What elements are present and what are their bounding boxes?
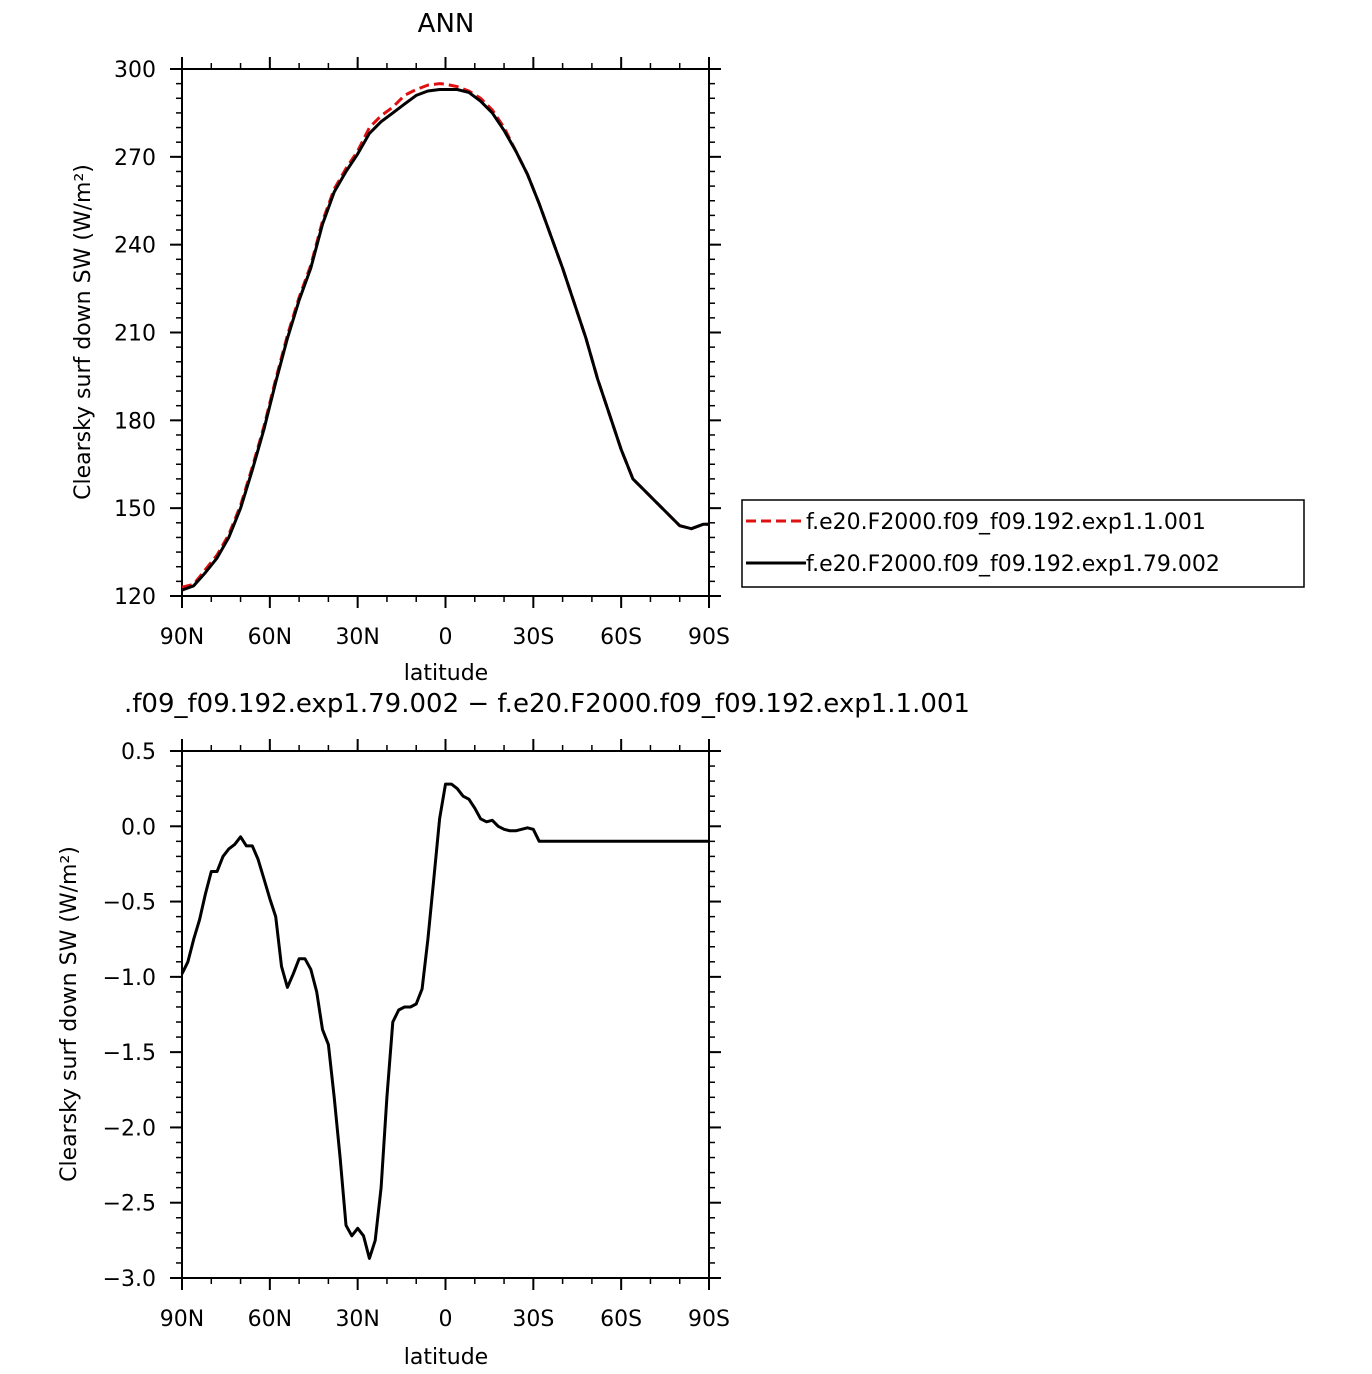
bottom-x-tick-label: 90N <box>160 1307 204 1332</box>
bottom-x-tick-label: 60N <box>248 1307 292 1332</box>
top-y-tick-label: 210 <box>114 322 156 347</box>
top-x-tick-label: 60S <box>600 625 642 650</box>
bottom-x-tick-label: 0 <box>439 1307 453 1332</box>
bottom-plot-area: 90N 60N 30N 0 30S 60S 90S 0.5 0.0 −0.5 −1.0 −1.5 −2.… <box>103 739 730 1332</box>
legend-box <box>741 499 1305 588</box>
bottom-y-tick-label: −1.5 <box>103 1041 156 1066</box>
top-plot-area: 90N 60N 30N 0 30S 60S 90S 120 150 180 210 240 270 300 <box>114 57 730 650</box>
top-y-tick-label: 150 <box>114 497 156 522</box>
bottom-y-tick-label: −3.0 <box>103 1267 156 1292</box>
top-x-tick-label: 30S <box>512 625 554 650</box>
bottom-series-line-1 <box>180 782 709 1260</box>
top-plot-frame <box>181 68 710 597</box>
top-x-tick-label: 0 <box>439 625 453 650</box>
bottom-y-tick-label: −2.5 <box>103 1192 156 1217</box>
bottom-x-tick-label: 60S <box>600 1307 642 1332</box>
top-series-line-1 <box>181 82 709 589</box>
top-x-tick-label: 30N <box>335 625 379 650</box>
legend-label-series-2: f.e20.F2000.f09_f09.192.exp1.79.002 <box>806 552 1220 577</box>
top-y-tick-label: 120 <box>114 585 156 610</box>
top-y-tick-label: 180 <box>114 409 156 434</box>
top-y-tick-label: 270 <box>114 146 156 171</box>
bottom-y-tick-label: 0.5 <box>121 740 156 765</box>
top-chart-title: ANN <box>418 9 475 39</box>
bottom-y-tick-label: 0.0 <box>121 815 156 840</box>
top-x-tick-label: 60N <box>248 625 292 650</box>
bottom-chart-panel: .f09_f09.192.exp1.79.002 − f.e20.F2000.f… <box>57 689 970 1370</box>
top-x-tick-label: 90N <box>160 625 204 650</box>
top-series-line-2 <box>181 88 709 592</box>
bottom-x-tick-label: 30S <box>512 1307 554 1332</box>
top-x-tick-label: 90S <box>688 625 730 650</box>
top-x-axis-title: latitude <box>404 661 488 686</box>
bottom-x-axis-title: latitude <box>404 1345 488 1370</box>
bottom-chart-title: .f09_f09.192.exp1.79.002 − f.e20.F2000.f… <box>124 689 970 719</box>
legend-label-series-1: f.e20.F2000.f09_f09.192.exp1.1.001 <box>806 510 1206 535</box>
bottom-y-tick-label: −0.5 <box>103 891 156 916</box>
top-y-axis-title: Clearsky surf down SW (W/m²) <box>71 164 96 500</box>
bottom-x-tick-label: 90S <box>688 1307 730 1332</box>
top-chart-panel: ANN 90N 60N 30N 0 30S 60S 90S 120 150 180 210 240 27… <box>71 9 730 686</box>
bottom-y-tick-label: −2.0 <box>103 1116 156 1141</box>
top-y-tick-label: 240 <box>114 234 156 259</box>
bottom-y-axis-title: Clearsky surf down SW (W/m²) <box>57 846 82 1182</box>
bottom-plot-frame <box>181 750 710 1279</box>
top-y-tick-label: 300 <box>114 58 156 83</box>
bottom-y-tick-label: −1.0 <box>103 966 156 991</box>
legend: f.e20.F2000.f09_f09.192.exp1.1.001 f.e20… <box>741 499 1305 588</box>
bottom-x-tick-label: 30N <box>335 1307 379 1332</box>
